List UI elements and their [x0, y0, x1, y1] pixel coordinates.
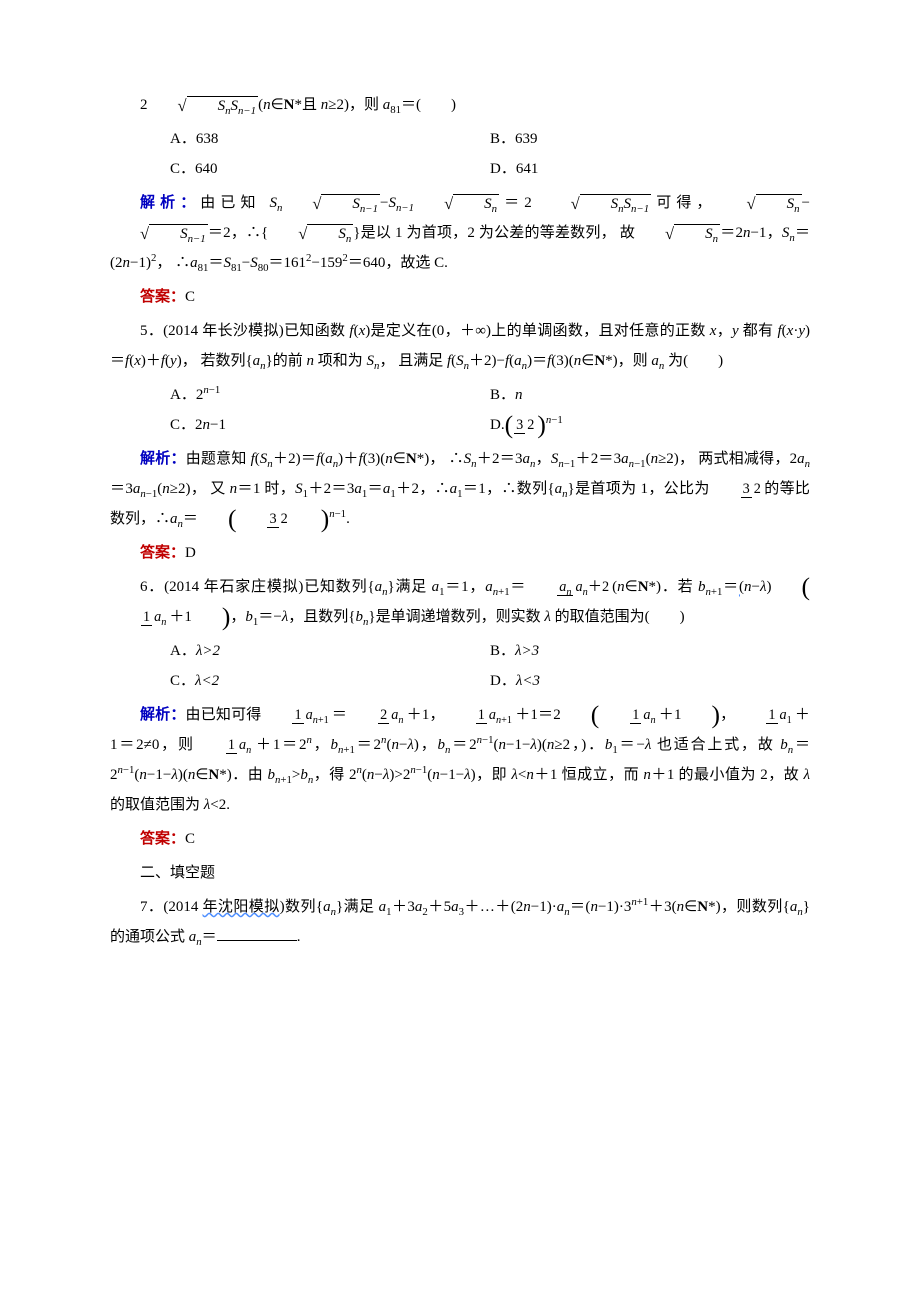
opt-label-d: D．	[490, 161, 516, 177]
q5-opt-a-text: 2n−1	[196, 387, 220, 403]
opt-label-c: C．	[170, 673, 195, 689]
opt-label-c: C．	[170, 417, 195, 433]
q6-opt-b: B．λ>3	[490, 636, 810, 666]
solution-label: 解析：	[140, 195, 200, 211]
q6-answer: 答案：C	[110, 824, 810, 854]
q6-opt-c-text: λ<2	[195, 673, 219, 689]
q6-opt-c: C．λ<2	[170, 666, 490, 696]
q5-answer-value: D	[185, 545, 196, 561]
q5-opt-d-text: (32)n−1	[505, 417, 563, 433]
q6-opt-a: A．λ>2	[170, 636, 490, 666]
q6-solution-body: 由已知可得1an+1＝2an＋1，1an+1＋1＝2(1an＋1)，1a1＋1＝…	[110, 707, 810, 813]
opt-label-b: B．	[490, 131, 515, 147]
opt-label-d: D．	[490, 673, 516, 689]
q4-opt-b: B．639	[490, 124, 810, 154]
page: 2√SnSn−1(n∈N*且 n≥2)，则 a81＝( ) A．638 B．63…	[0, 0, 920, 1302]
q4-answer: 答案：C	[110, 282, 810, 312]
q6-opt-d: D．λ<3	[490, 666, 810, 696]
answer-label: 答案：	[140, 289, 185, 305]
opt-label-c: C．	[170, 161, 195, 177]
q4-opt-a-text: 638	[196, 131, 219, 147]
q5-opt-b: B．n	[490, 380, 810, 410]
opt-label-a: A．	[170, 387, 196, 403]
q4-options: A．638 B．639 C．640 D．641	[110, 124, 810, 184]
q5-options: A．2n−1 B．n C．2n−1 D.(32)n−1	[110, 380, 810, 440]
q4-answer-value: C	[185, 289, 195, 305]
solution-label: 解析：	[140, 451, 186, 467]
q6-opt-a-text: λ>2	[196, 643, 220, 659]
section-2-title: 二、填空题	[110, 858, 810, 888]
q4-opt-d-text: 641	[516, 161, 539, 177]
opt-label-a: A．	[170, 131, 196, 147]
q4-solution-body: 由已知 Sn√Sn−1−Sn−1√Sn＝2 √SnSn−1可得，√Sn−√Sn−…	[110, 195, 810, 271]
q5-answer: 答案：D	[110, 538, 810, 568]
solution-label: 解析：	[140, 707, 186, 723]
opt-label-a: A．	[170, 643, 196, 659]
q6-opt-d-text: λ<3	[516, 673, 540, 689]
answer-label: 答案：	[140, 831, 185, 847]
q6-solution: 解析：由已知可得1an+1＝2an＋1，1an+1＋1＝2(1an＋1)，1a1…	[110, 700, 810, 820]
q7-lead: 7．(2014 年沈阳模拟)数列{an}满足 a1＋3a2＋5a3＋…＋(2n−…	[110, 892, 810, 952]
opt-label-b: B．	[490, 387, 515, 403]
q5-opt-b-text: n	[515, 387, 523, 403]
q4-opt-d: D．641	[490, 154, 810, 184]
opt-label-b: B．	[490, 643, 515, 659]
answer-label: 答案：	[140, 545, 185, 561]
q6-opt-b-text: λ>3	[515, 643, 539, 659]
q4-solution: 解析：由已知 Sn√Sn−1−Sn−1√Sn＝2 √SnSn−1可得，√Sn−√…	[110, 188, 810, 278]
opt-label-d: D.	[490, 417, 505, 433]
q6-lead: 6．(2014 年石家庄模拟)已知数列{an}满足 a1＝1，an+1＝anan…	[110, 572, 810, 632]
q4-lead: 2√SnSn−1(n∈N*且 n≥2)，则 a81＝( )	[110, 90, 810, 120]
q4-opt-a: A．638	[170, 124, 490, 154]
q5-opt-c: C．2n−1	[170, 410, 490, 440]
q5-solution-body: 由题意知 f(Sn＋2)＝f(an)＋f(3)(n∈N*)， ∴Sn＋2＝3an…	[110, 451, 810, 527]
q4-opt-b-text: 639	[515, 131, 538, 147]
q5-opt-d: D.(32)n−1	[490, 410, 810, 440]
q5-opt-a: A．2n−1	[170, 380, 490, 410]
q5-opt-c-text: 2n−1	[195, 417, 226, 433]
q6-answer-value: C	[185, 831, 195, 847]
q4-opt-c: C．640	[170, 154, 490, 184]
q6-options: A．λ>2 B．λ>3 C．λ<2 D．λ<3	[110, 636, 810, 696]
q5-solution: 解析：由题意知 f(Sn＋2)＝f(an)＋f(3)(n∈N*)， ∴Sn＋2＝…	[110, 444, 810, 534]
q5-lead: 5．(2014 年长沙模拟)已知函数 f(x)是定义在(0，＋∞)上的单调函数，…	[110, 316, 810, 376]
q4-opt-c-text: 640	[195, 161, 218, 177]
